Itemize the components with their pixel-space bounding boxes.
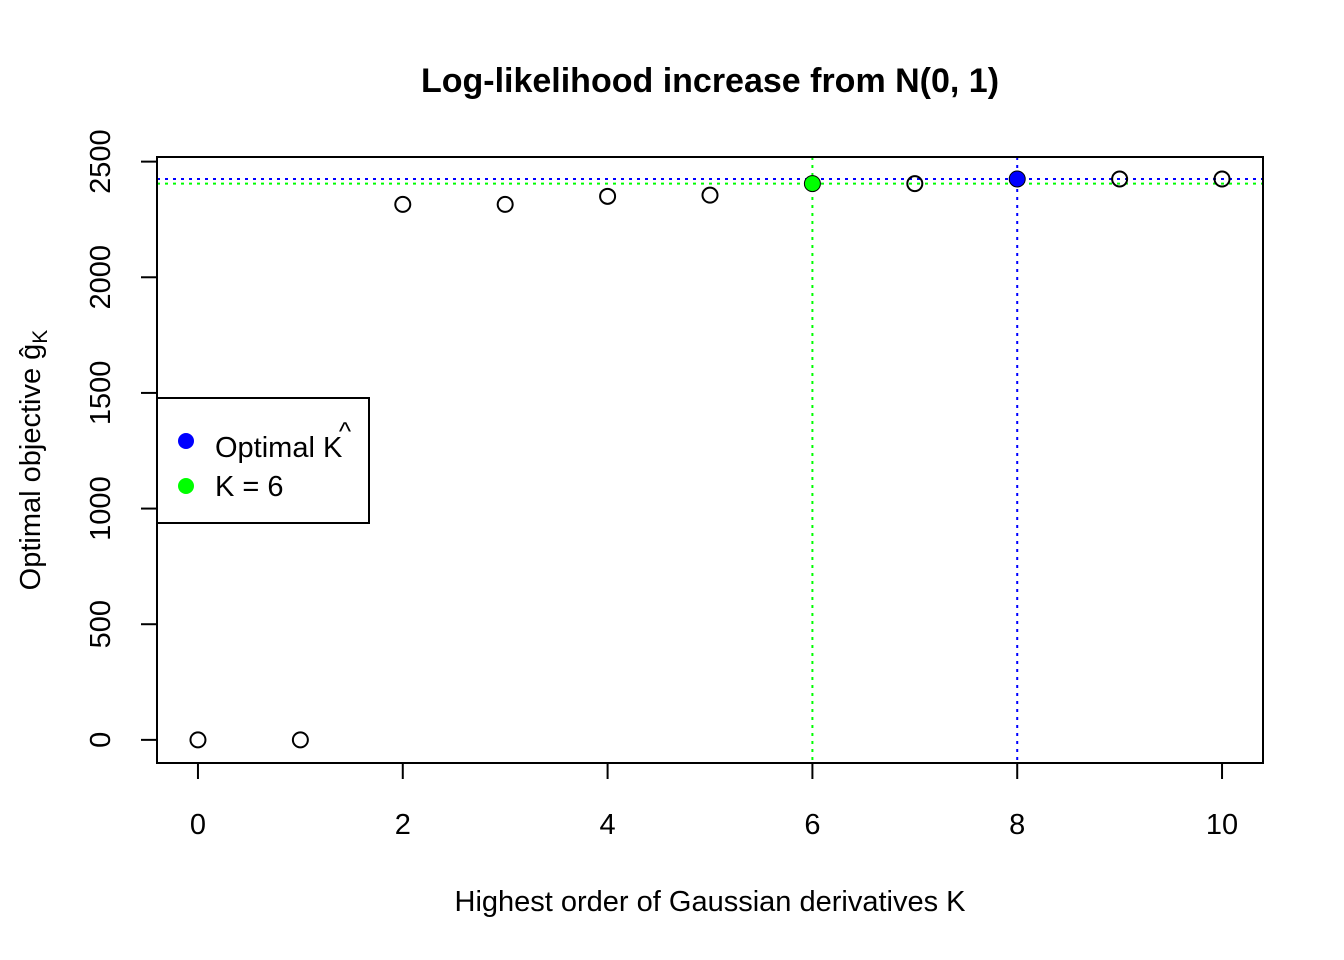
x-tick-label: 4 [600, 809, 616, 841]
data-point [906, 175, 924, 193]
legend-box [156, 397, 370, 524]
x-tick-label: 10 [1206, 809, 1238, 841]
legend-label-optimal-text: Optimal K [215, 432, 343, 464]
legend-marker-k6 [178, 478, 194, 494]
data-points [189, 170, 1231, 749]
y-tick-label: 500 [85, 600, 117, 648]
data-point [701, 186, 719, 204]
y-axis-label: Optimal objective ĝK [15, 330, 52, 591]
data-point [1111, 170, 1129, 188]
legend-marker-optimal [178, 433, 194, 449]
optimal-point [1009, 171, 1025, 187]
x-tick-label: 8 [1009, 809, 1025, 841]
legend-label-k6: K = 6 [215, 471, 284, 503]
reference-lines [157, 157, 1263, 763]
data-point [189, 731, 207, 749]
data-point [496, 195, 514, 213]
y-axis: 0 500 1000 1500 2000 2500 [85, 129, 158, 748]
chart-title: Log-likelihood increase from N(0, 1) [421, 62, 999, 100]
x-axis: 0 2 4 6 8 10 [190, 762, 1238, 841]
y-tick-label: 2000 [85, 245, 117, 310]
y-axis-label-main: Optimal objective ĝ [15, 344, 47, 591]
x-axis-label: Highest order of Gaussian derivatives K [455, 886, 967, 918]
x-tick-label: 0 [190, 809, 206, 841]
legend-label-optimal: Optimal K [215, 432, 343, 464]
y-tick-label: 1500 [85, 361, 117, 426]
y-tick-label: 0 [85, 732, 117, 748]
data-point [394, 195, 412, 213]
data-point [1213, 170, 1231, 188]
legend-label-optimal-hat: ^ [339, 416, 352, 446]
data-point [599, 187, 617, 205]
x-tick-label: 6 [804, 809, 820, 841]
k6-point [804, 176, 820, 192]
legend: Optimal K ^ K = 6 [156, 397, 370, 524]
y-tick-label: 2500 [85, 129, 117, 194]
data-point [291, 731, 309, 749]
y-axis-label-subscript: K [29, 330, 52, 344]
y-tick-label: 1000 [85, 476, 117, 541]
x-tick-label: 2 [395, 809, 411, 841]
